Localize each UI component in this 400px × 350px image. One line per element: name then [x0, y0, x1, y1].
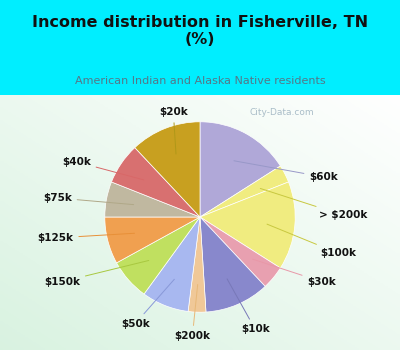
Wedge shape	[112, 148, 200, 217]
Text: Income distribution in Fisherville, TN
(%): Income distribution in Fisherville, TN (…	[32, 15, 368, 47]
Text: $200k: $200k	[174, 285, 210, 341]
Text: $125k: $125k	[37, 233, 134, 243]
Text: $50k: $50k	[121, 279, 174, 329]
Text: City-Data.com: City-Data.com	[250, 107, 314, 117]
Wedge shape	[200, 217, 265, 312]
Text: $100k: $100k	[267, 224, 356, 258]
Text: $10k: $10k	[227, 279, 270, 334]
Wedge shape	[200, 166, 288, 217]
Wedge shape	[200, 182, 295, 268]
Text: $60k: $60k	[234, 161, 338, 182]
Wedge shape	[116, 217, 200, 294]
Text: $150k: $150k	[44, 260, 149, 287]
Wedge shape	[200, 217, 280, 286]
Wedge shape	[105, 182, 200, 217]
Wedge shape	[144, 217, 200, 312]
Text: $75k: $75k	[43, 193, 134, 205]
Wedge shape	[105, 217, 200, 263]
Text: American Indian and Alaska Native residents: American Indian and Alaska Native reside…	[75, 76, 325, 86]
Wedge shape	[188, 217, 206, 312]
Wedge shape	[200, 122, 280, 217]
Text: $30k: $30k	[252, 259, 336, 287]
Text: > $200k: > $200k	[260, 188, 367, 220]
Text: $40k: $40k	[62, 157, 144, 180]
Text: $20k: $20k	[159, 107, 188, 154]
Wedge shape	[135, 122, 200, 217]
